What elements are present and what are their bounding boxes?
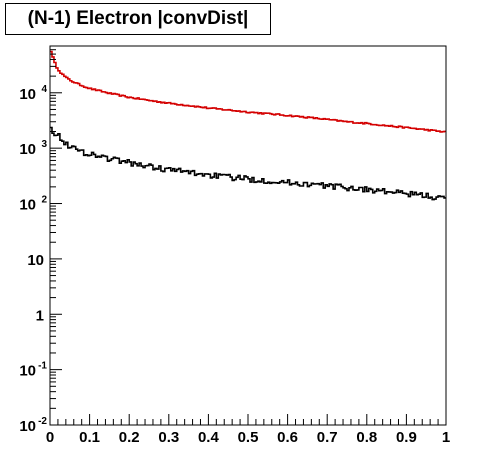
y-tick-label: 10 (27, 252, 44, 269)
y-tick-exponent: -1 (38, 361, 47, 372)
x-tick-label: 0.9 (396, 429, 417, 446)
y-tick-label: 10 (19, 141, 36, 158)
y-tick-exponent: -2 (38, 416, 47, 427)
x-tick-label: 0 (46, 429, 54, 446)
x-tick-label: 0.1 (79, 429, 100, 446)
x-tick-label: 0.8 (356, 429, 377, 446)
y-tick-label: 10 (19, 86, 36, 103)
x-tick-label: 0.5 (238, 429, 259, 446)
x-tick-label: 1 (442, 429, 450, 446)
chart-title: (N-1) Electron |convDist| (5, 3, 271, 35)
histogram-series-1 (50, 50, 446, 133)
y-tick-label: 10 (19, 418, 36, 435)
y-tick-exponent: 3 (41, 139, 47, 150)
y-tick-label: 10 (19, 197, 36, 214)
x-tick-label: 0.6 (277, 429, 298, 446)
y-tick-exponent: 2 (41, 195, 47, 206)
x-tick-label: 0.2 (119, 429, 140, 446)
x-tick-label: 0.4 (198, 429, 220, 446)
y-tick-label: 10 (19, 363, 36, 380)
y-tick-exponent: 4 (41, 84, 47, 95)
x-tick-label: 0.3 (158, 429, 179, 446)
plot-frame (49, 45, 447, 426)
x-tick-label: 0.7 (317, 429, 338, 446)
y-tick-label: 1 (36, 307, 44, 324)
histogram-series-2 (50, 126, 446, 201)
